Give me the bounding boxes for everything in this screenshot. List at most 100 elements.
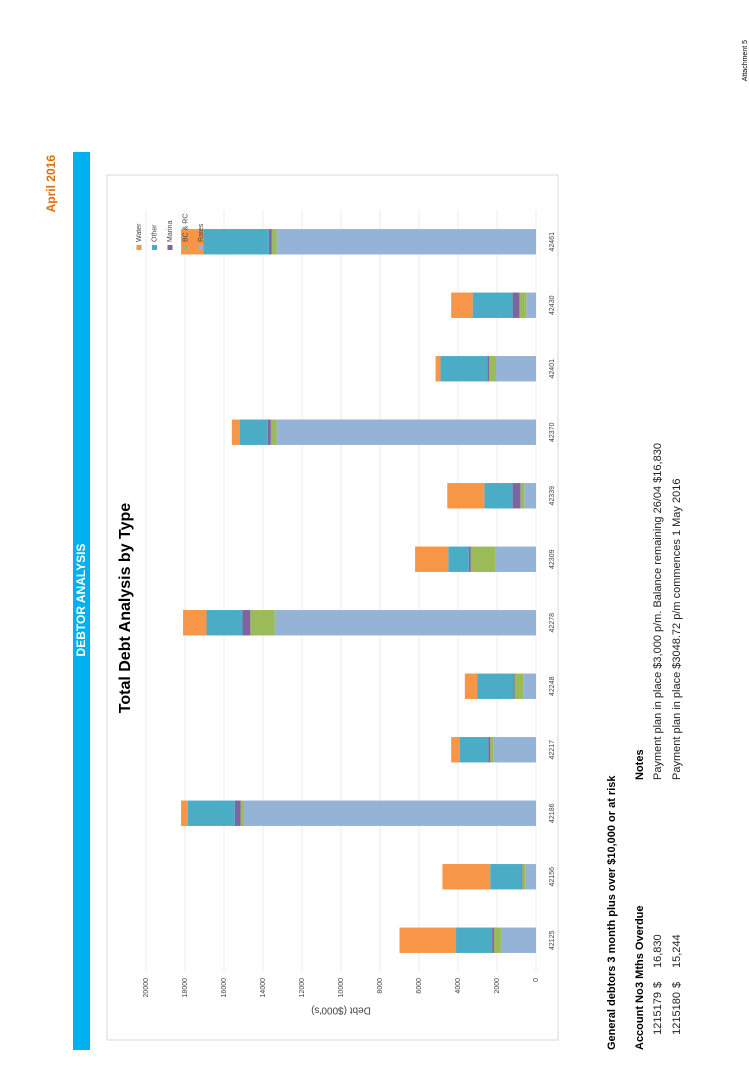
y-tick-label: 8000 [377,978,384,994]
bar-segment [268,229,272,255]
bar-segment [231,419,240,445]
bar-segment [464,673,478,699]
note: Payment plan in place $3048.72 p/m comme… [671,479,683,780]
bar-segment [494,927,501,953]
bar-segment [484,483,513,509]
bar-segment [451,292,473,318]
legend-swatch [152,245,157,250]
y-tick-label: 14000 [260,978,267,998]
account-no: 1215180 [671,992,683,1035]
bar-segment [524,483,536,509]
bar-segment [490,737,494,763]
legend-label: BC & RC [182,214,189,242]
bar-segment [456,927,493,953]
x-tick-label: 42370 [549,422,556,442]
bar-segment [496,356,536,382]
y-tick-label: 18000 [182,978,189,998]
bar-segment [492,927,495,953]
banner: DEBTOR ANALYSIS [74,544,88,657]
bar-segment [250,610,275,636]
x-tick-label: 42186 [549,803,556,823]
currency: $ [671,982,683,988]
bar-segment [512,483,521,509]
bar-segment [435,356,441,382]
bar-segment [451,737,460,763]
y-tick-label: 6000 [416,978,423,994]
bar-segment [468,546,471,572]
legend-swatch [136,245,142,250]
bar-segment [440,356,488,382]
bar-segment [415,546,449,572]
bar-segment [276,419,536,445]
bar-segment [274,610,536,636]
bar-segment [525,864,537,890]
bar-segment [239,419,268,445]
x-tick-label: 42430 [549,295,556,315]
bar-segment [242,610,251,636]
bar-segment [243,800,536,826]
bar-segment [399,927,457,953]
x-tick-label: 42156 [549,867,556,887]
amount: 15,244 [671,934,683,968]
bar-segment [240,800,244,826]
x-tick-label: 42461 [549,232,556,252]
bar-segment [488,737,491,763]
y-tick-label: 2000 [494,978,501,994]
x-tick-label: 42217 [549,740,556,760]
bar-segment [520,483,525,509]
bar-segment [270,419,277,445]
bar-segment [490,864,522,890]
column-header: Notes [634,749,646,780]
column-header: Account No [634,988,646,1050]
bar-segment [234,800,241,826]
currency: $ [652,982,664,988]
account-no: 1215179 [652,992,664,1035]
bar-segment [522,864,526,890]
y-tick-label: 12000 [299,978,306,998]
bar-segment [442,864,491,890]
chart-title: Total Debt Analysis by Type [117,503,134,714]
legend-swatch [167,245,173,250]
x-tick-label: 42125 [549,930,556,950]
bar-segment [276,229,536,255]
y-tick-label: 16000 [221,978,228,998]
date: April 2016 [44,155,58,213]
bar-segment [500,927,536,953]
x-tick-label: 42278 [549,613,556,633]
y-tick-label: 4000 [455,978,462,994]
bar-segment [206,610,243,636]
banner-bar [73,152,90,1050]
note: Payment plan in place $3,000 p/m. Balanc… [652,443,664,780]
legend-label: Rates [198,223,205,242]
bar-segment [183,610,207,636]
column-header: 3 Mths Overdue [634,905,646,988]
bar-segment [513,673,515,699]
bar-segment [459,737,489,763]
legend-swatch [183,245,188,250]
bar-segment [448,546,469,572]
bar-segment [447,483,485,509]
amount: 16,830 [652,934,664,968]
x-tick-label: 42339 [549,486,556,506]
x-tick-label: 42248 [549,676,556,696]
attachment: Attachment 5 [742,40,749,81]
bar-segment [526,292,536,318]
bar-segment [495,546,536,572]
x-tick-label: 42309 [549,549,556,569]
bar-segment [203,229,269,255]
x-tick-label: 42401 [549,359,556,379]
bar-segment [489,356,497,382]
debtors-title: General debtors 3 month plus over $10,00… [606,775,618,1050]
legend-swatch [198,245,204,250]
bar-segment [187,800,235,826]
bar-segment [523,673,537,699]
legend-label: Marina [167,220,174,242]
bar-segment [267,419,271,445]
bar-segment [472,292,513,318]
legend-label: Water [136,223,143,242]
bar-segment [519,292,527,318]
bar-segment [493,737,537,763]
